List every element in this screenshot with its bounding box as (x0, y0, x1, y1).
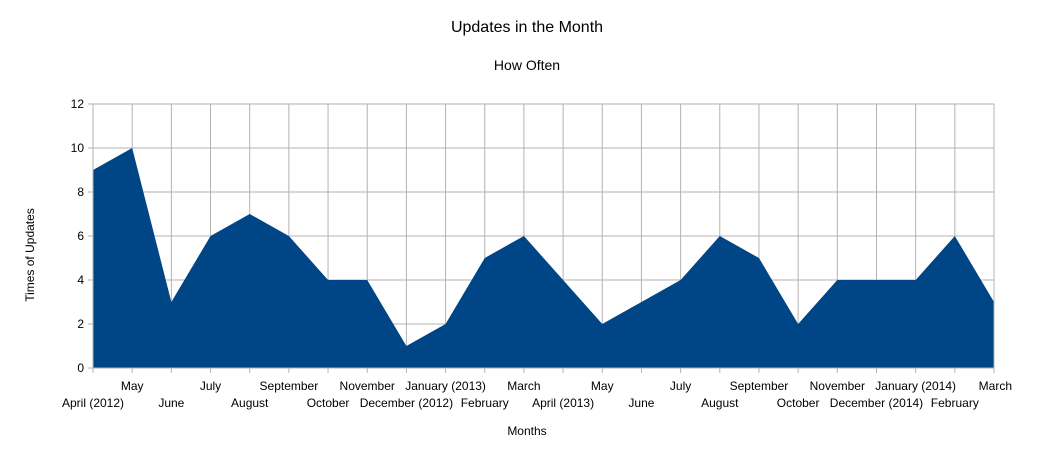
x-tick-label: September (260, 379, 319, 393)
x-tick-label: July (670, 379, 691, 393)
x-tick-label: April (2013) (532, 396, 594, 410)
chart-title: Updates in the Month (450, 19, 604, 36)
x-tick-label: July (200, 379, 221, 393)
x-tick-label: August (231, 396, 269, 410)
y-tick-label: 4 (77, 273, 84, 287)
x-tick-label: December (2014) (830, 396, 923, 410)
y-tick-label: 2 (77, 317, 84, 331)
y-tick-label: 12 (71, 97, 85, 111)
series-area (93, 148, 994, 368)
x-tick-label: June (158, 396, 184, 410)
x-tick-label: January (2013) (405, 379, 486, 393)
x-tick-label: March (507, 379, 540, 393)
x-tick-label: May (121, 379, 144, 393)
y-tick-label: 8 (77, 185, 84, 199)
x-tick-label: October (307, 396, 350, 410)
x-tick-label: February (461, 396, 509, 410)
x-tick-label: August (701, 396, 739, 410)
x-tick-label: June (628, 396, 654, 410)
x-axis-label: Months (507, 424, 547, 438)
x-tick-label: November (810, 379, 865, 393)
y-tick-label: 0 (77, 361, 84, 375)
x-tick-label: February (931, 396, 979, 410)
x-tick-label: October (777, 396, 820, 410)
x-tick-label: January (2014) (875, 379, 956, 393)
y-tick-label: 6 (77, 229, 84, 243)
x-tick-label: September (730, 379, 789, 393)
x-tick-label: April (2012) (62, 396, 124, 410)
x-tick-label: December (2012) (360, 396, 453, 410)
x-tick-label: November (340, 379, 395, 393)
x-tick-label: May (591, 379, 614, 393)
x-tick-label: March (979, 379, 1012, 393)
y-tick-label: 10 (71, 141, 85, 155)
chart-subtitle: How Often (493, 57, 561, 73)
